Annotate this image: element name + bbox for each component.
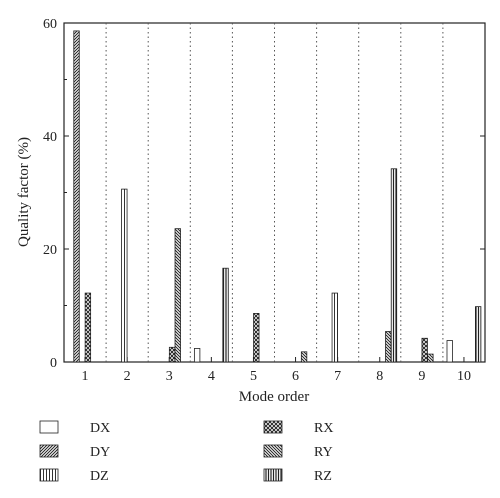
bar-rz-mode-4 [222,267,229,363]
y-tick-label: 20 [43,243,57,258]
y-axis: 0 20 40 60 [43,17,485,371]
x-tick-label: 7 [334,369,341,384]
legend-label-ry: RY [314,445,333,460]
bar-ry-mode-8 [385,331,392,363]
x-tick-label: 4 [208,369,215,384]
legend-swatch-ry [263,444,283,458]
bar-series [73,30,482,363]
legend-swatch-rx [263,420,283,434]
x-axis: 1 2 3 4 5 6 7 8 9 10 [82,357,471,384]
x-tick-label: 6 [292,369,299,384]
y-tick-label: 0 [50,356,57,371]
legend-label-rx: RX [314,421,333,436]
bar-dx-mode-4 [193,348,201,363]
y-tick-label: 60 [43,17,57,32]
bar-ry-mode-3 [174,228,181,363]
bar-ry-mode-9 [427,353,434,363]
legend-label-rz: RZ [314,469,332,484]
bar-ry-mode-6 [300,351,308,363]
legend-swatch-dz [39,468,59,482]
x-tick-label: 1 [82,369,89,384]
bar-rx-mode-5 [253,313,260,363]
bar-rz-mode-8 [390,168,398,363]
x-tick-label: 2 [124,369,131,384]
x-tick-label: 5 [250,369,257,384]
y-tick-label: 40 [43,130,57,145]
x-tick-label: 10 [457,369,471,384]
legend: DX DY DZ RX RY RZ [39,420,333,484]
x-tick-label: 3 [166,369,173,384]
legend-label-dz: DZ [90,469,109,484]
bar-rz-mode-10 [475,306,482,363]
legend-swatch-dy [39,444,59,458]
legend-swatch-rz [263,468,283,482]
legend-label-dx: DX [90,421,110,436]
x-tick-label: 9 [418,369,425,384]
x-axis-title: Mode order [239,389,309,405]
bar-dx-mode-10 [446,340,453,363]
bar-dz-mode-7 [331,292,338,363]
bar-rx-mode-1 [84,292,92,363]
y-axis-title: Quality factor (%) [16,137,32,247]
bar-rx-mode-9 [421,337,428,363]
bar-dz-mode-2 [121,188,128,363]
bar-rx-mode-3 [168,346,176,363]
x-tick-label: 8 [376,369,383,384]
legend-label-dy: DY [90,445,110,460]
bar-dy-mode-1 [73,30,80,363]
legend-swatch-dx [39,420,59,434]
